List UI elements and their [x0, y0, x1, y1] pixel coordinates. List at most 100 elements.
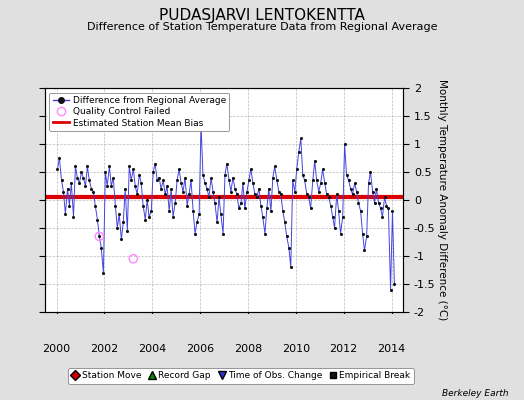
Point — [77, 169, 85, 175]
Point — [63, 186, 72, 192]
Point — [123, 228, 132, 234]
Point — [71, 163, 80, 170]
Point — [65, 202, 73, 209]
Point — [207, 174, 215, 181]
Point — [326, 202, 335, 209]
Point — [119, 219, 127, 226]
Point — [314, 188, 323, 195]
Point — [213, 219, 221, 226]
Point — [241, 205, 249, 212]
Point — [81, 183, 90, 189]
Point — [390, 281, 399, 287]
Point — [319, 166, 327, 172]
Point — [272, 177, 281, 184]
Point — [233, 191, 241, 198]
Point — [211, 200, 219, 206]
Point — [177, 180, 185, 186]
Point — [341, 141, 349, 147]
Point — [255, 186, 263, 192]
Point — [322, 191, 331, 198]
Point — [89, 188, 97, 195]
Point — [316, 180, 325, 186]
Point — [361, 247, 369, 254]
Point — [203, 186, 211, 192]
Point — [219, 230, 227, 237]
Point — [67, 180, 75, 186]
Point — [169, 214, 177, 220]
Point — [75, 180, 84, 186]
Point — [285, 244, 293, 251]
Point — [300, 177, 309, 184]
Point — [145, 214, 154, 220]
Point — [143, 197, 151, 203]
Point — [294, 149, 303, 156]
Point — [258, 214, 267, 220]
Point — [243, 188, 251, 195]
Text: Berkeley Earth: Berkeley Earth — [442, 389, 508, 398]
Point — [115, 211, 123, 217]
Point — [342, 172, 351, 178]
Point — [237, 200, 245, 206]
Point — [380, 194, 389, 200]
Point — [153, 177, 161, 184]
Point — [55, 155, 63, 161]
Point — [157, 186, 165, 192]
Point — [299, 172, 307, 178]
Point — [173, 177, 181, 184]
Point — [309, 177, 317, 184]
Point — [53, 166, 62, 172]
Point — [161, 191, 169, 198]
Point — [307, 205, 315, 212]
Point — [321, 180, 329, 186]
Point — [85, 177, 93, 184]
Y-axis label: Monthly Temperature Anomaly Difference (°C): Monthly Temperature Anomaly Difference (… — [436, 79, 446, 321]
Point — [231, 186, 239, 192]
Point — [199, 172, 207, 178]
Point — [111, 202, 119, 209]
Text: Difference of Station Temperature Data from Regional Average: Difference of Station Temperature Data f… — [87, 22, 437, 32]
Point — [101, 169, 110, 175]
Point — [304, 194, 313, 200]
Point — [336, 230, 345, 237]
Point — [280, 219, 289, 226]
Point — [197, 121, 205, 128]
Point — [149, 169, 157, 175]
Point — [282, 233, 291, 240]
Point — [117, 236, 126, 242]
Point — [107, 183, 115, 189]
Point — [57, 177, 66, 184]
Point — [99, 270, 107, 276]
Point — [88, 186, 96, 192]
Point — [141, 216, 149, 223]
Point — [358, 230, 367, 237]
Point — [185, 191, 193, 198]
Point — [131, 183, 139, 189]
Point — [351, 180, 359, 186]
Point — [368, 188, 377, 195]
Point — [267, 208, 275, 214]
Point — [225, 177, 233, 184]
Point — [209, 188, 217, 195]
Point — [330, 225, 339, 231]
Point — [247, 166, 255, 172]
Point — [187, 177, 195, 184]
Point — [109, 174, 117, 181]
Point — [105, 163, 114, 170]
Point — [303, 191, 311, 198]
Point — [73, 174, 82, 181]
Point — [97, 244, 105, 251]
Point — [79, 174, 88, 181]
Point — [270, 163, 279, 170]
Point — [171, 200, 179, 206]
Point — [91, 202, 100, 209]
Point — [372, 186, 380, 192]
Point — [269, 174, 277, 181]
Point — [363, 233, 371, 240]
Point — [257, 202, 265, 209]
Point — [179, 188, 187, 195]
Point — [129, 166, 137, 172]
Point — [61, 211, 70, 217]
Point — [155, 174, 163, 181]
Point — [193, 219, 201, 226]
Point — [245, 177, 253, 184]
